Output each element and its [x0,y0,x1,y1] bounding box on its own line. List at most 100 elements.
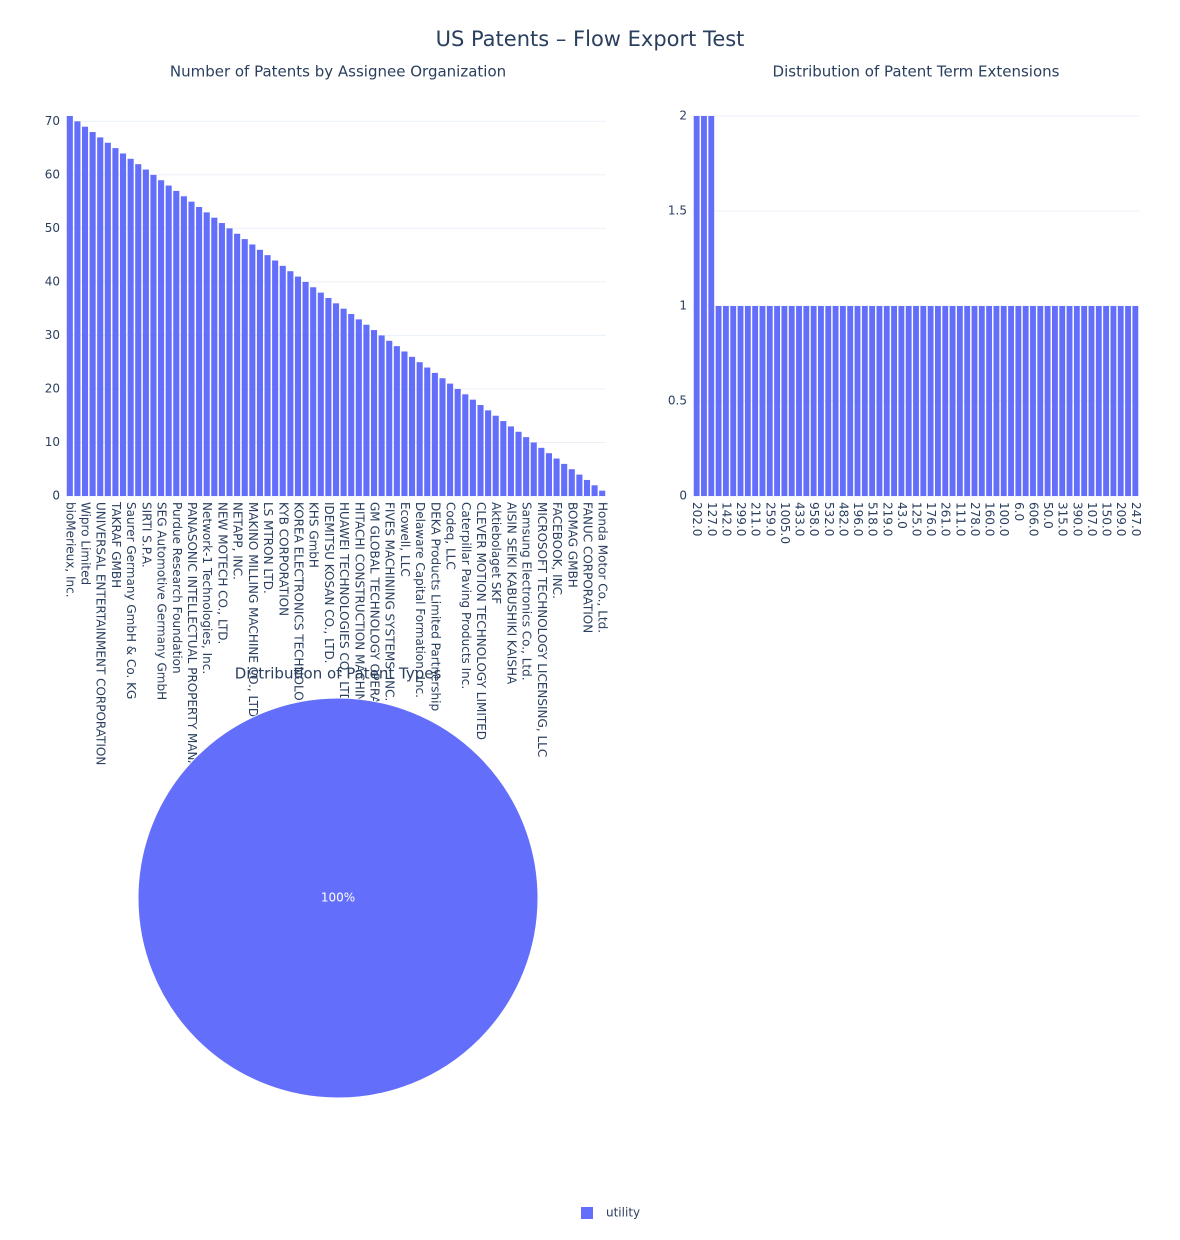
x-tick-label: 209.0 [1114,502,1128,536]
x-tick-label: 219.0 [880,502,894,536]
x-tick-label: 532.0 [822,502,836,536]
bar [393,346,400,496]
bar [1022,306,1029,496]
legend-swatch [581,1207,593,1219]
bar [89,132,96,496]
bar [766,306,773,496]
bar [825,306,832,496]
x-tick-label: PANASONIC INTELLECTUAL PROPERTY MANAG [185,502,199,778]
bar [993,306,1000,496]
bar [1088,306,1095,496]
bar [234,233,241,497]
bar [523,437,530,496]
bar [891,306,897,496]
bar [599,490,606,496]
bar [839,306,846,496]
bar [1000,306,1007,496]
bar [409,356,416,496]
bar [279,265,286,496]
bar [507,426,514,496]
x-tick-label: 160.0 [983,502,997,536]
x-tick-label: 50.0 [1041,502,1055,529]
bar [218,223,225,497]
bar [158,180,165,497]
bar [971,306,978,496]
bar [737,306,744,496]
x-tick-label: MAKINO MILLING MACHINE CO., LTD. [246,502,260,721]
bar [241,239,248,497]
x-tick-label: 247.0 [1129,502,1143,536]
bar [264,255,271,496]
y-tick-label: 0.5 [668,394,687,408]
bar [538,447,545,496]
subplot-title: Distribution of Patent Types [235,665,442,683]
y-tick-label: 40 [45,274,60,288]
bar [1081,306,1088,496]
bar [515,431,522,496]
x-tick-label: 278.0 [968,502,982,536]
pie-slice [137,697,539,1099]
x-tick-label: 43.0 [895,502,909,529]
x-tick-label: KHS GmbH [307,502,321,568]
x-tick-label: 202.0 [690,502,704,536]
legend-label: utility [606,1206,640,1220]
x-tick-label: Saurer Germany GmbH & Co. KG [124,502,138,699]
x-tick-label: 176.0 [924,502,938,536]
bar [150,174,157,497]
bar [196,206,203,497]
bar [332,303,340,496]
x-tick-label: Aktiebolaget SKF [489,502,503,604]
x-tick-label: GM GLOBAL TECHNOLOGY OPERAT [368,502,382,711]
x-tick-label: 127.0 [705,502,719,536]
bar [715,306,722,496]
bar [492,415,499,496]
bar [348,314,355,496]
bar [74,121,81,496]
x-tick-label: 100.0 [997,502,1011,536]
bar [803,306,810,496]
x-tick-label: 107.0 [1085,502,1099,536]
x-tick-label: Delaware Capital Formation, Inc. [413,502,427,698]
bar [135,164,142,497]
bar [956,306,963,496]
bar [869,306,876,496]
bar [454,388,461,496]
bar [211,217,218,497]
bar [431,372,438,496]
bar [774,306,781,496]
bar [127,158,134,496]
bar [1125,306,1131,496]
bar [142,169,149,497]
bar [898,306,905,496]
x-tick-label: SEG Automotive Germany GmbH [155,502,169,700]
bar [693,116,700,496]
y-tick-label: 10 [45,435,60,449]
bar [942,306,949,496]
bar [1132,306,1139,496]
bar [1073,306,1080,496]
x-tick-label: 958.0 [807,502,821,536]
bar [401,351,408,496]
bar [920,306,927,496]
x-tick-label: SIRTI S.P.A. [139,502,153,568]
bar [317,292,324,496]
x-tick-label: 606.0 [1026,502,1040,536]
bar [701,116,707,496]
bar [256,249,263,496]
bar [386,340,393,496]
bar [1066,306,1073,496]
x-tick-label: HITACHI CONSTRUCTION MACHINE [352,502,366,710]
slice-label: 100% [321,891,355,905]
x-tick-label: CLEVER MOTION TECHNOLOGY LIMITED [474,502,488,740]
bar [847,306,854,496]
bar [302,281,309,496]
bar [340,308,347,496]
bar [272,260,279,496]
bar [796,306,802,496]
x-tick-label: 482.0 [836,502,850,536]
bar [568,469,575,496]
bar [927,306,934,496]
bar [203,212,210,497]
bar [759,306,766,496]
bar [530,442,537,496]
